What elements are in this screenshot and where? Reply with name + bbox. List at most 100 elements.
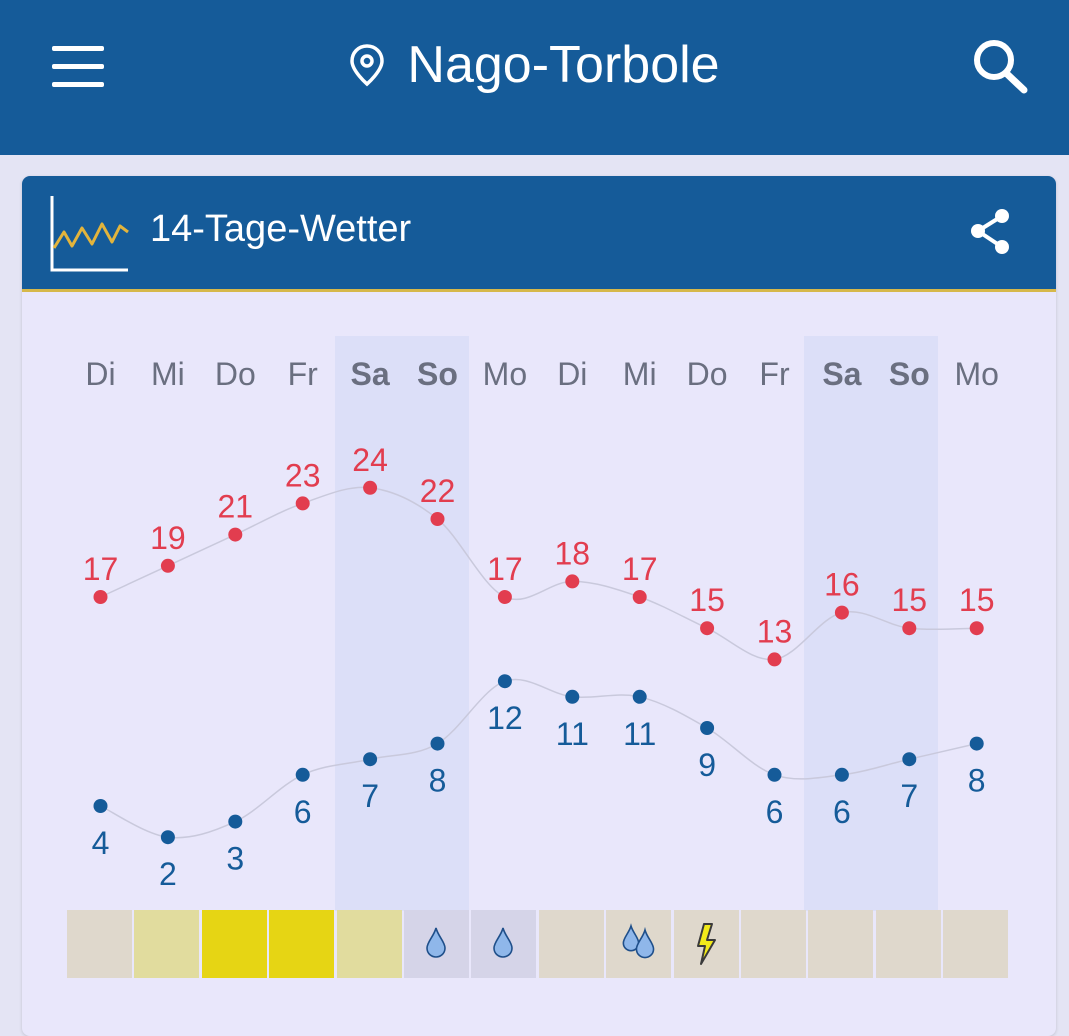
min-temp-label: 2 xyxy=(159,856,177,892)
min-temp-label: 3 xyxy=(226,841,244,877)
min-temp-point xyxy=(160,830,175,845)
chart-line-icon xyxy=(50,196,129,272)
max-temp-label: 17 xyxy=(83,551,119,587)
max-temp-point xyxy=(902,621,917,636)
location-pin-icon xyxy=(350,44,385,87)
day-label: Mo xyxy=(482,356,528,392)
max-temp-point xyxy=(93,590,108,604)
weather-tile[interactable] xyxy=(336,910,402,978)
weather-tile[interactable] xyxy=(673,910,739,978)
min-temp-label: 8 xyxy=(968,763,986,799)
max-temp-label: 18 xyxy=(555,535,591,571)
day-label: So xyxy=(417,356,458,392)
max-temp-point xyxy=(228,527,243,542)
min-temp-label: 7 xyxy=(900,778,918,814)
min-temp-label: 9 xyxy=(698,747,716,783)
weekend-band xyxy=(335,336,469,911)
min-temp-point xyxy=(969,736,984,751)
min-temp-label: 8 xyxy=(429,763,447,799)
max-temp-point xyxy=(969,621,984,636)
min-temp-label: 7 xyxy=(361,778,379,814)
max-temp-label: 15 xyxy=(959,582,995,618)
day-label: Di xyxy=(557,356,588,392)
thunder-icon xyxy=(696,923,716,965)
raindrop-icon xyxy=(493,927,514,958)
max-temp-point xyxy=(363,480,378,495)
max-temp-label: 15 xyxy=(892,582,928,618)
max-temp-label: 16 xyxy=(824,567,860,603)
location-title[interactable]: Nago-Torbole xyxy=(407,36,720,94)
day-label: Mi xyxy=(622,356,657,392)
max-temp-point xyxy=(700,621,715,636)
max-temp-point xyxy=(767,652,782,667)
raindrops-icon xyxy=(622,923,655,959)
weather-tile[interactable] xyxy=(269,910,335,978)
max-temp-point xyxy=(565,574,580,589)
forecast-card: 14-Tage-Wetter Di Mi Do Fr Sa So Mo Di Mi Do Fr Sa S… xyxy=(22,176,1056,1036)
min-temp-point xyxy=(902,752,917,767)
menu-icon[interactable] xyxy=(50,44,106,88)
min-temp-label: 4 xyxy=(92,825,110,861)
min-temp-point xyxy=(228,814,243,829)
weather-tile[interactable] xyxy=(471,910,537,978)
weather-tile[interactable] xyxy=(67,910,132,978)
weather-tile[interactable] xyxy=(875,910,941,978)
day-label: Do xyxy=(214,356,256,392)
min-temp-point xyxy=(497,674,512,689)
max-temp-point xyxy=(834,605,849,620)
card-header: 14-Tage-Wetter xyxy=(22,176,1056,292)
search-icon[interactable] xyxy=(968,36,1032,96)
day-label: Mi xyxy=(151,356,185,392)
day-label: Di xyxy=(85,356,116,392)
max-temp-label: 21 xyxy=(218,489,254,525)
weather-tile[interactable] xyxy=(201,910,267,978)
weather-tile[interactable] xyxy=(538,910,604,978)
day-label: Sa xyxy=(350,356,390,392)
min-temp-label: 11 xyxy=(623,716,656,752)
min-temp-label: 6 xyxy=(833,794,851,830)
min-temp-label: 12 xyxy=(487,700,523,736)
weather-tile[interactable] xyxy=(808,910,874,978)
weather-tile[interactable] xyxy=(741,910,806,978)
max-temp-label: 24 xyxy=(352,442,388,478)
min-temp-label: 6 xyxy=(294,794,312,830)
max-temp-label: 23 xyxy=(285,457,321,493)
min-temp-point xyxy=(834,767,849,782)
max-temp-point xyxy=(497,590,512,604)
min-temp-point xyxy=(565,689,580,704)
app-bar: Nago-Torbole xyxy=(0,0,1069,155)
day-label: Fr xyxy=(759,356,790,392)
min-temp-point xyxy=(430,736,445,751)
max-temp-point xyxy=(295,496,310,511)
min-temp-label: 11 xyxy=(556,716,589,752)
day-label: Mo xyxy=(954,356,999,392)
card-title: 14-Tage-Wetter xyxy=(150,208,412,250)
max-temp-label: 17 xyxy=(622,551,658,587)
weather-tile[interactable] xyxy=(404,910,469,978)
min-temp-point xyxy=(363,752,378,767)
min-temp-point xyxy=(767,767,782,782)
app-title-group: Nago-Torbole xyxy=(0,30,1069,100)
day-label: Do xyxy=(686,356,728,392)
weather-tile[interactable] xyxy=(134,910,200,978)
weather-tile[interactable] xyxy=(943,910,1009,978)
raindrop-icon xyxy=(426,927,446,958)
share-icon[interactable] xyxy=(966,206,1014,258)
min-temp-line xyxy=(100,678,977,839)
weather-tile[interactable] xyxy=(606,910,672,978)
min-temp-point xyxy=(700,721,715,735)
day-label: Sa xyxy=(822,356,862,392)
min-temp-point xyxy=(93,799,108,813)
max-temp-label: 19 xyxy=(150,520,186,556)
min-temp-point xyxy=(295,767,310,782)
max-temp-label: 13 xyxy=(757,613,793,649)
max-temp-point xyxy=(160,558,175,573)
max-temp-point xyxy=(430,512,445,526)
max-temp-label: 22 xyxy=(420,473,456,509)
day-label: Fr xyxy=(287,356,318,392)
min-temp-label: 6 xyxy=(766,794,784,830)
max-temp-point xyxy=(632,590,647,604)
weekend-band xyxy=(804,336,938,911)
min-temp-point xyxy=(632,689,647,704)
max-temp-line xyxy=(100,486,977,661)
